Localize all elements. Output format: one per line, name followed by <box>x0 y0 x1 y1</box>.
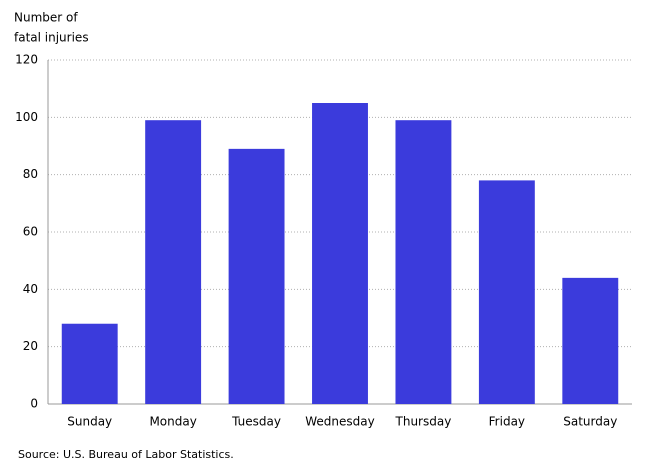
x-tick-label: Tuesday <box>231 415 281 429</box>
bar <box>228 148 285 404</box>
y-tick-label: 20 <box>23 339 38 353</box>
x-tick-label: Thursday <box>395 415 452 429</box>
bar <box>312 103 368 404</box>
y-axis-title: Number of <box>14 11 78 25</box>
bar <box>478 180 535 404</box>
x-tick-label: Monday <box>149 415 196 429</box>
x-tick-label: Friday <box>489 415 525 429</box>
y-tick-label: 40 <box>23 282 38 296</box>
bar <box>562 277 619 404</box>
source-note: Source: U.S. Bureau of Labor Statistics. <box>18 448 234 461</box>
bar <box>145 120 202 404</box>
x-tick-label: Sunday <box>67 415 112 429</box>
y-tick-label: 60 <box>23 225 38 239</box>
bar <box>61 323 118 404</box>
y-tick-label: 120 <box>15 53 38 67</box>
y-axis-title: fatal injuries <box>14 31 89 45</box>
y-tick-label: 80 <box>23 167 38 181</box>
x-tick-label: Saturday <box>563 415 617 429</box>
x-tick-label: Wednesday <box>305 415 374 429</box>
y-tick-label: 0 <box>30 397 38 411</box>
bar <box>395 120 452 404</box>
y-tick-label: 100 <box>15 110 38 124</box>
